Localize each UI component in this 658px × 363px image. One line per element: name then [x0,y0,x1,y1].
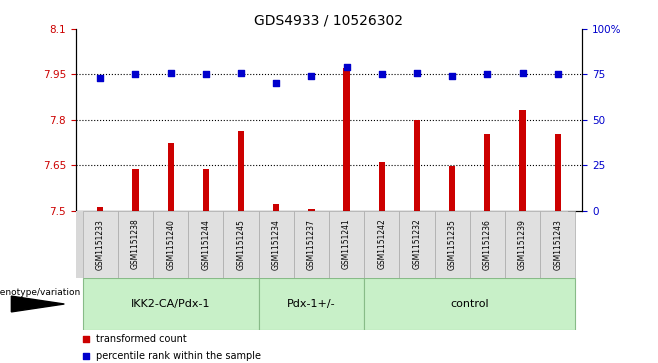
Bar [273,204,280,211]
Text: GSM1151237: GSM1151237 [307,219,316,270]
Text: GSM1151244: GSM1151244 [201,219,211,270]
Point [482,72,493,77]
Text: GSM1151236: GSM1151236 [483,219,492,270]
Bar [505,211,540,278]
Point [553,72,563,77]
Bar [259,278,364,330]
Text: IKK2-CA/Pdx-1: IKK2-CA/Pdx-1 [131,299,211,309]
Bar [470,211,505,278]
Bar [118,211,153,278]
Point [201,72,211,77]
Point [95,75,105,81]
Bar [83,211,118,278]
Bar [308,209,315,211]
Text: GSM1151243: GSM1151243 [553,219,562,270]
Bar [188,211,224,278]
Text: transformed count: transformed count [96,334,187,344]
Point [165,70,176,76]
Text: GSM1151239: GSM1151239 [518,219,527,270]
Point [517,70,528,76]
Text: control: control [451,299,489,309]
Bar [555,134,561,211]
Title: GDS4933 / 10526302: GDS4933 / 10526302 [255,14,403,28]
Text: GSM1151235: GSM1151235 [447,219,457,270]
Bar [378,162,385,211]
Bar [343,68,350,211]
Text: genotype/variation: genotype/variation [0,288,81,297]
Bar [153,211,188,278]
Bar [203,169,209,211]
Point [306,73,316,79]
Text: GSM1151240: GSM1151240 [166,219,175,270]
Bar [484,134,490,211]
Bar [434,211,470,278]
Bar [168,143,174,211]
Polygon shape [11,296,64,312]
Point [80,353,91,359]
Point [80,337,91,342]
Text: GSM1151234: GSM1151234 [272,219,281,270]
Bar [132,169,139,211]
Text: percentile rank within the sample: percentile rank within the sample [96,351,261,361]
Bar [97,207,103,211]
Bar [519,110,526,211]
Point [130,72,141,77]
Bar [364,211,399,278]
Point [342,64,352,70]
Point [236,70,246,76]
Bar [294,211,329,278]
Point [271,81,282,86]
Text: GSM1151245: GSM1151245 [236,219,245,270]
Bar [329,211,364,278]
Bar [83,278,259,330]
Text: GSM1151238: GSM1151238 [131,219,140,269]
Bar [238,131,244,211]
Bar [364,278,575,330]
Text: GSM1151232: GSM1151232 [413,219,422,269]
Bar [399,211,434,278]
Point [412,70,422,76]
Text: GSM1151233: GSM1151233 [96,219,105,270]
Point [447,73,457,79]
Text: Pdx-1+/-: Pdx-1+/- [287,299,336,309]
Text: GSM1151241: GSM1151241 [342,219,351,269]
Bar [259,211,294,278]
Bar [540,211,575,278]
Text: GSM1151242: GSM1151242 [377,219,386,269]
Point [376,72,387,77]
Bar [414,120,420,211]
Bar [449,166,455,211]
Bar [224,211,259,278]
